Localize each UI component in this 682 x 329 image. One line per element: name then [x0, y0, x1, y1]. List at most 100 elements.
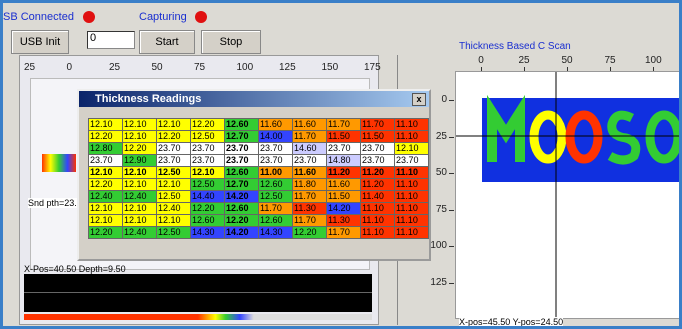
thickness-cell: 14.80 — [326, 154, 361, 167]
y-tick — [449, 282, 454, 284]
thickness-cell: 11.10 — [360, 226, 395, 239]
stop-button[interactable]: Stop — [201, 30, 261, 54]
table-row: 12.10 12.10 12.10 12.60 12.20 12.60 11.70 11.30… — [88, 214, 429, 227]
thickness-cell: 12.10 — [88, 214, 123, 227]
table-row: 12.20 12.10 12.20 12.50 12.70 14.00 11.70 11.50… — [88, 130, 429, 143]
x-tick-label: 100 — [236, 62, 254, 73]
thickness-cell: 23.70 — [394, 154, 429, 167]
thickness-cell: 11.10 — [394, 226, 429, 239]
thickness-cell: 11.10 — [360, 202, 395, 215]
start-button[interactable]: Start — [139, 30, 195, 54]
dialog-title: Thickness Readings — [79, 91, 429, 107]
thickness-cell: 12.60 — [224, 166, 259, 179]
usb-init-button[interactable]: USB Init — [11, 30, 69, 54]
thickness-cell: 11.10 — [394, 130, 429, 143]
x-tick-label: 175 — [364, 62, 381, 73]
thickness-cell: 12.10 — [122, 202, 157, 215]
thickness-cell: 12.20 — [156, 130, 191, 143]
table-row: 12.20 12.10 12.10 12.50 12.70 12.60 11.80 11.60… — [88, 178, 429, 191]
scan-shape — [487, 94, 525, 162]
c-scan-plot — [455, 71, 679, 319]
thickness-cell: 12.50 — [258, 190, 293, 203]
table-row: 12.20 12.40 12.50 14.30 14.20 14.30 12.20 11.70… — [88, 226, 429, 239]
thickness-cell: 12.10 — [88, 118, 123, 131]
thickness-cell: 11.10 — [394, 178, 429, 191]
thickness-cell: 23.70 — [360, 154, 395, 167]
thickness-cell: 11.70 — [292, 190, 327, 203]
thickness-cell: 23.70 — [258, 154, 293, 167]
depth-position: X-Pos=40.50 Depth=9.50 — [24, 264, 126, 274]
thickness-cell: 11.60 — [258, 118, 293, 131]
thickness-cell: 12.80 — [88, 142, 123, 155]
thickness-cell: 12.50 — [156, 166, 191, 179]
x-tick-label: 25 — [518, 55, 530, 66]
scan-shape — [565, 110, 603, 164]
thickness-cell: 23.70 — [190, 154, 225, 167]
thickness-cell: 11.30 — [326, 214, 361, 227]
value-input[interactable]: 0 — [87, 31, 135, 49]
thickness-cell: 11.50 — [326, 130, 361, 143]
thickness-cell: 12.40 — [122, 190, 157, 203]
table-row: 12.10 12.10 12.40 12.20 12.60 11.70 11.30 14.20… — [88, 202, 429, 215]
thickness-cell: 11.70 — [292, 214, 327, 227]
thickness-cell: 23.70 — [156, 142, 191, 155]
thickness-cell: 12.40 — [122, 226, 157, 239]
thickness-cell: 12.10 — [88, 202, 123, 215]
table-row: 12.80 12.20 23.70 23.70 23.70 23.70 14.60 23.70… — [88, 142, 429, 155]
x-tick-label: 50 — [561, 55, 573, 66]
thickness-cell: 12.50 — [190, 130, 225, 143]
close-button[interactable]: x — [412, 93, 426, 106]
y-tick-label: 25 — [435, 130, 447, 142]
thickness-cell: 11.30 — [292, 202, 327, 215]
capture-indicator — [195, 11, 207, 23]
x-tick — [610, 67, 611, 71]
thickness-cell: 11.50 — [360, 130, 395, 143]
thickness-cell: 12.20 — [88, 226, 123, 239]
y-tick-label: 50 — [435, 167, 447, 178]
thickness-cell: 12.60 — [224, 202, 259, 215]
thickness-cell: 11.60 — [326, 178, 361, 191]
thickness-cell: 11.70 — [326, 118, 361, 131]
c-scan-title: Thickness Based C Scan — [459, 41, 571, 52]
b-scan-line — [24, 292, 372, 293]
x-tick — [524, 67, 525, 71]
thickness-cell: 12.10 — [122, 118, 157, 131]
thickness-cell: 11.60 — [292, 166, 327, 179]
color-bar — [24, 314, 372, 320]
thickness-cell: 11.10 — [394, 202, 429, 215]
scan-shape — [607, 110, 641, 165]
x-tick — [653, 67, 654, 71]
table-row: 12.10 12.10 12.50 12.10 12.60 11.00 11.60 11.20… — [88, 166, 429, 179]
usb-status: SB Connected — [3, 11, 74, 23]
x-tick — [481, 67, 482, 71]
thickness-cell: 23.70 — [224, 154, 259, 167]
x-tick-label: 25 — [24, 62, 36, 73]
thickness-cell: 12.20 — [88, 130, 123, 143]
scan-shape — [645, 110, 679, 164]
x-tick-label: 75 — [194, 62, 206, 73]
thickness-cell: 11.10 — [394, 118, 429, 131]
thickness-cell: 23.70 — [258, 142, 293, 155]
x-tick-label: 50 — [151, 62, 163, 73]
thickness-cell: 11.70 — [326, 226, 361, 239]
scan-shape — [529, 110, 567, 164]
thickness-table: 12.10 12.10 12.10 12.20 12.60 11.60 11.60 11.70… — [88, 118, 429, 239]
x-tick-label: 0 — [478, 55, 484, 66]
table-row: 12.10 12.10 12.10 12.20 12.60 11.60 11.60 11.70… — [88, 118, 429, 131]
thickness-cell: 11.50 — [326, 190, 361, 203]
thickness-cell: 14.40 — [190, 190, 225, 203]
thickness-cell: 12.20 — [88, 178, 123, 191]
x-tick-label: 0 — [66, 62, 73, 73]
thickness-cell: 12.20 — [292, 226, 327, 239]
y-tick — [449, 209, 454, 211]
usb-indicator — [83, 11, 95, 23]
thickness-cell: 12.20 — [122, 142, 157, 155]
thickness-cell: 11.70 — [292, 130, 327, 143]
thickness-cell: 11.10 — [394, 214, 429, 227]
thickness-cell: 12.10 — [190, 166, 225, 179]
thickness-cell: 12.40 — [156, 202, 191, 215]
thickness-cell: 23.70 — [292, 154, 327, 167]
thickness-cell: 12.40 — [88, 190, 123, 203]
x-tick-label: 150 — [321, 62, 339, 73]
